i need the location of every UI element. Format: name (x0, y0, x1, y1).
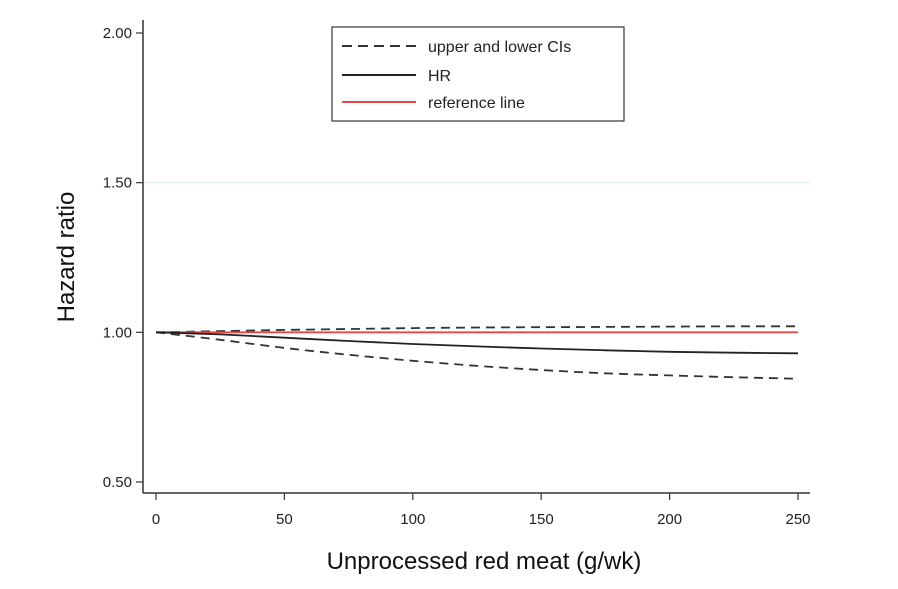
series-layer (155, 325, 799, 380)
x-axis-title: Unprocessed red meat (g/wk) (327, 548, 642, 575)
x-tick-label: 100 (400, 511, 425, 528)
x-tick-label: 250 (785, 511, 810, 528)
x-tick-label: 150 (529, 511, 554, 528)
y-tick-label: 2.00 (103, 25, 132, 42)
legend-label-reference: reference line (428, 95, 525, 112)
x-tick-label: 200 (657, 511, 682, 528)
legend-label-ci: upper and lower CIs (428, 39, 571, 56)
x-tick-label: 50 (276, 511, 293, 528)
legend: upper and lower CIs HR reference line (331, 26, 625, 122)
y-tick-label: 1.50 (103, 175, 132, 192)
x-tick-label: 0 (152, 511, 160, 528)
y-tick-label: 0.50 (103, 474, 132, 491)
y-axis-title: Hazard ratio (53, 192, 80, 323)
y-tick-label: 1.00 (103, 324, 132, 341)
upper-ci-line (155, 325, 798, 334)
legend-label-hr: HR (428, 68, 451, 85)
lower-ci-line (155, 331, 799, 380)
axes-layer (142, 20, 810, 494)
ticks-layer: 0 50 100 150 200 250 0.50 1.00 1.50 2.00 (103, 25, 811, 528)
hr-line (155, 331, 799, 355)
